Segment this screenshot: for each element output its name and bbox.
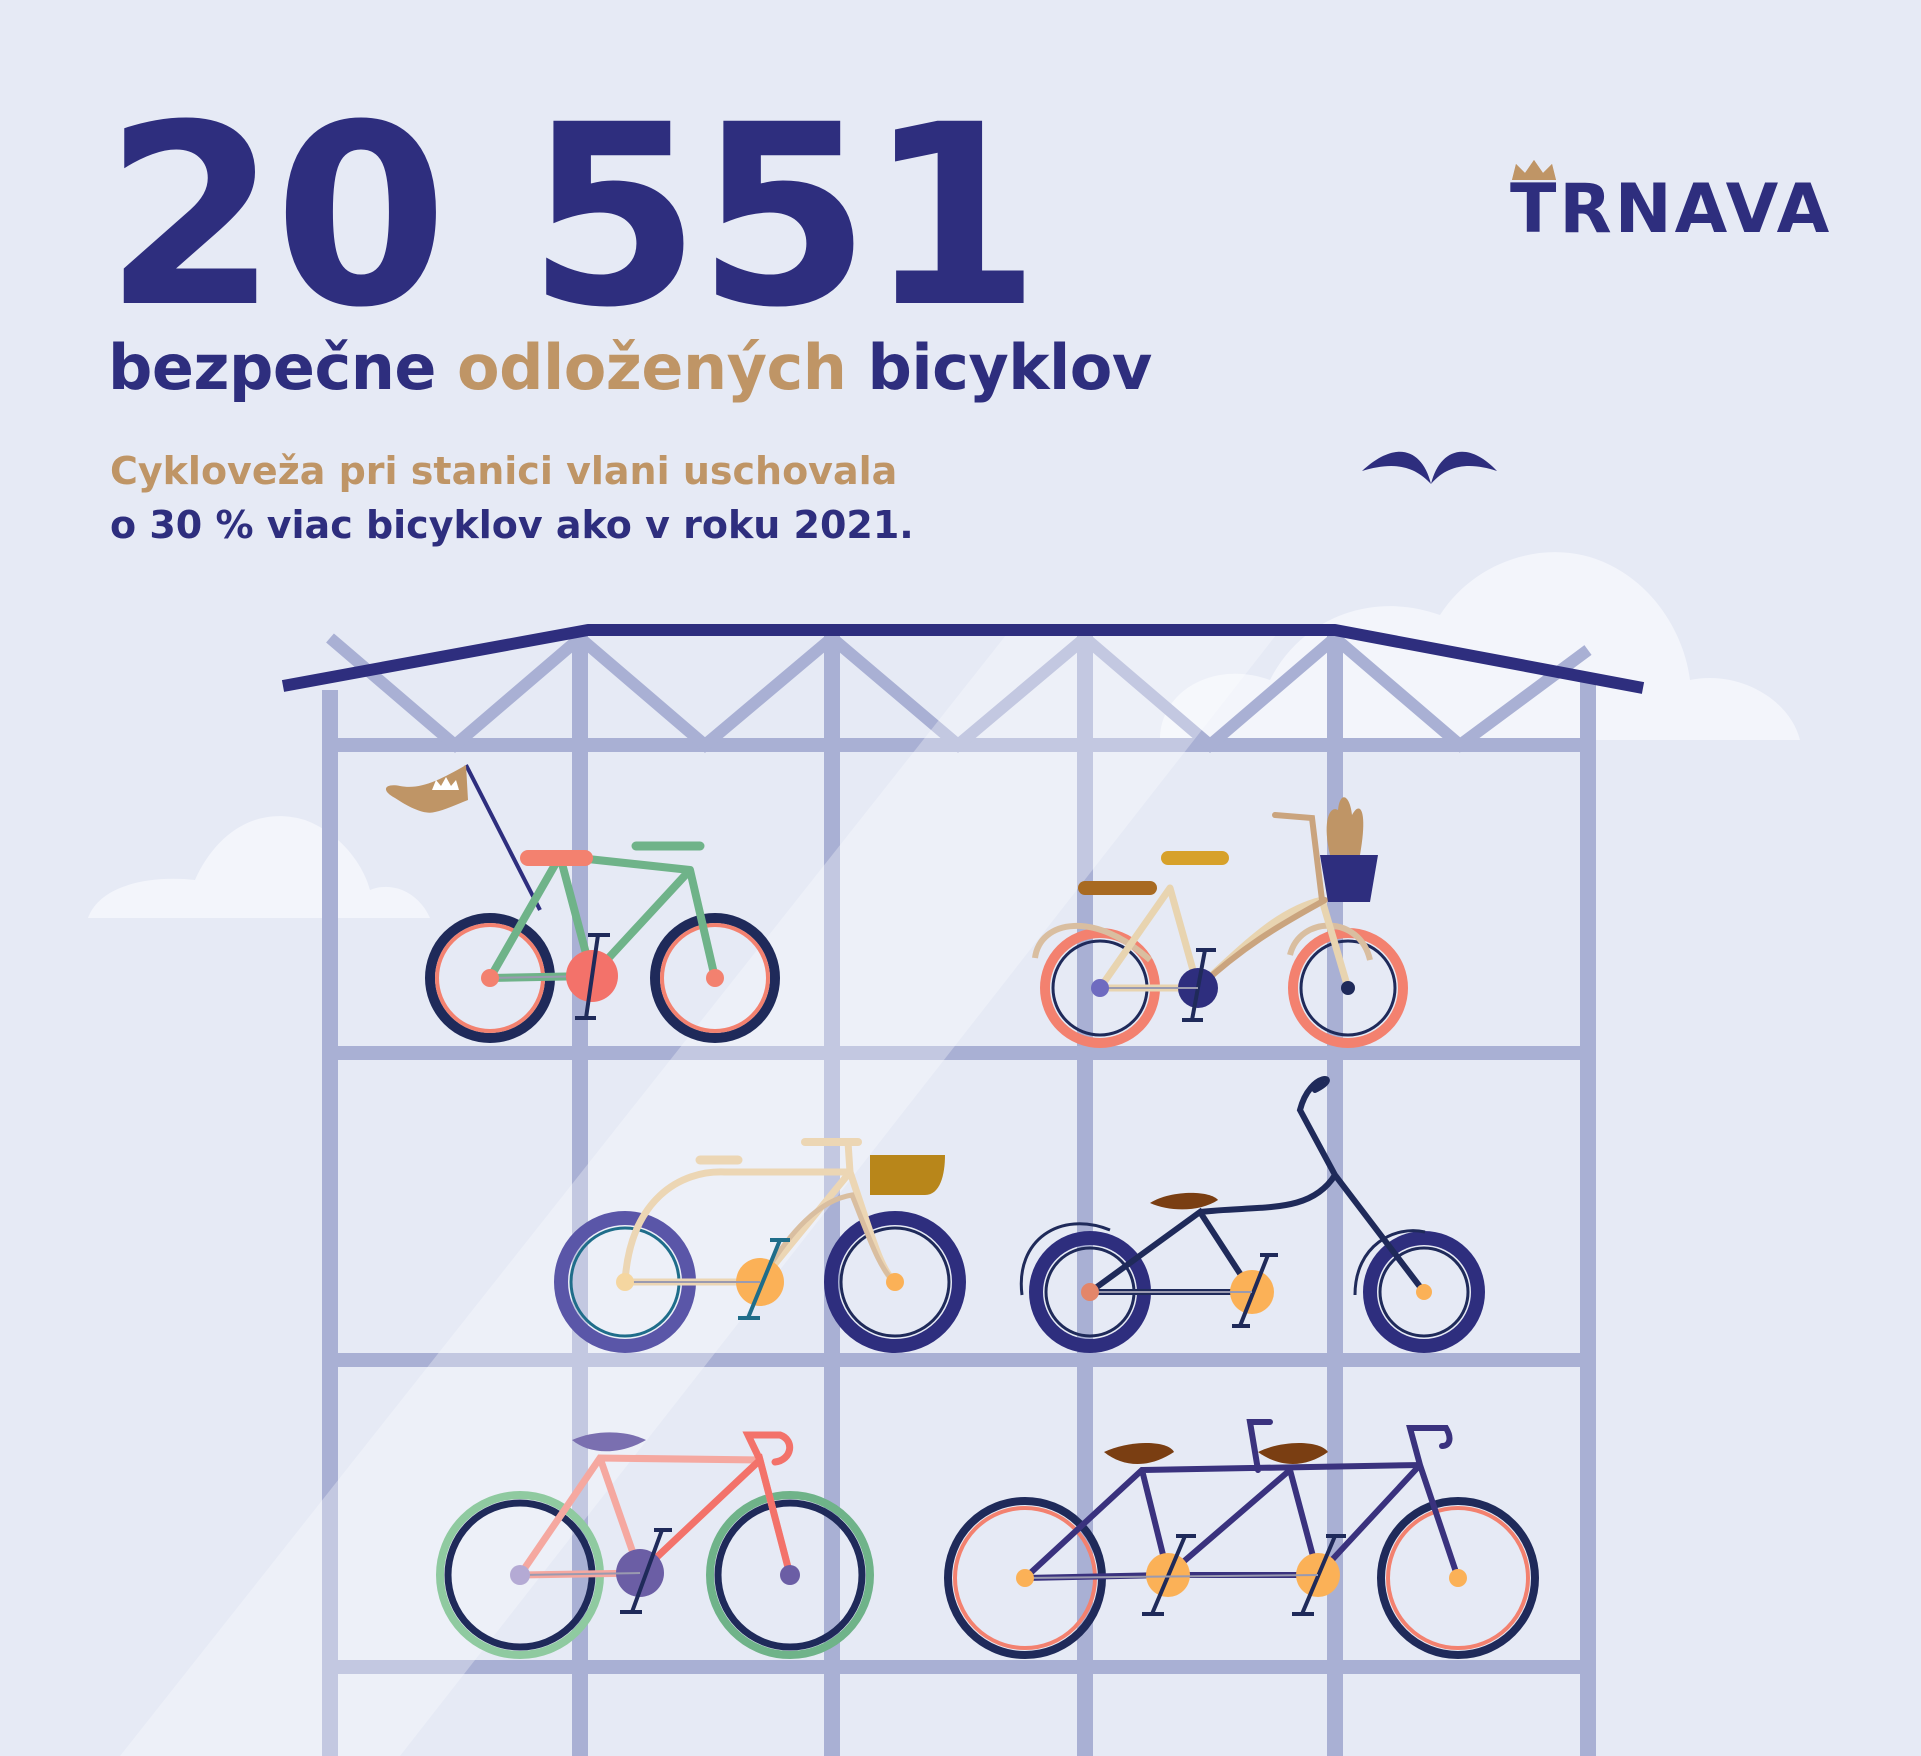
bicycle-icon (425, 841, 780, 1043)
headline-part2: bicyklov (846, 331, 1152, 404)
tower-roof (281, 624, 1645, 694)
description-line-2: o 30 % viac bicyklov ako v roku 2021. (110, 503, 914, 547)
stat-headline: bezpečne odložených bicyklov (108, 331, 1152, 404)
headline-accent: odložených (456, 331, 847, 404)
headline-part1: bezpečne (108, 331, 457, 404)
stat-number: 20 551 (104, 71, 1041, 362)
bicycle-icon (944, 1419, 1539, 1659)
bicycle-icon (554, 1138, 966, 1353)
crown-icon (1512, 160, 1556, 180)
bicycle-icon (436, 1431, 874, 1659)
bicycle-icon (1032, 797, 1408, 1048)
flag-icon (385, 764, 542, 911)
description-line-1: Cykloveža pri stanici vlani uschovala (110, 449, 898, 493)
logo-text: TRNAVA (1510, 170, 1833, 249)
bicycle-icon (1019, 1076, 1485, 1353)
tower-light-beam (120, 630, 1280, 1756)
cloud-icon (88, 816, 430, 918)
bird-icon (1362, 451, 1497, 484)
